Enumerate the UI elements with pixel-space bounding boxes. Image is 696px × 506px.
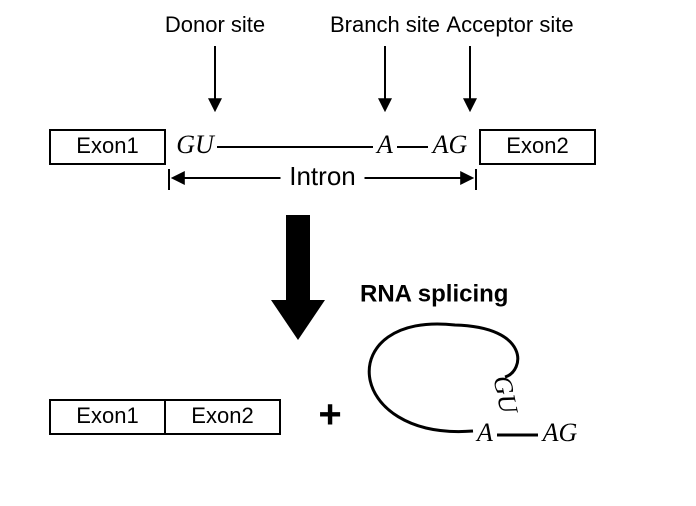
ag-top: AG — [431, 130, 468, 159]
a-top: A — [375, 130, 393, 159]
plus-sign: + — [318, 393, 341, 437]
acceptor-site-label: Acceptor site — [446, 12, 573, 37]
branch-site-label: Branch site — [330, 12, 440, 37]
post-exon2-label: Exon2 — [191, 403, 253, 428]
gu-lariat: GU — [487, 373, 524, 418]
exon2-label: Exon2 — [506, 133, 568, 158]
exon1-label: Exon1 — [76, 133, 138, 158]
process-arrow — [271, 215, 325, 340]
donor-site-label: Donor site — [165, 12, 265, 37]
intron-label: Intron — [289, 161, 356, 191]
a-lariat: A — [475, 418, 493, 447]
process-label: RNA splicing — [360, 280, 508, 307]
post-exon1-label: Exon1 — [76, 403, 138, 428]
gu-top: GU — [176, 130, 216, 159]
ag-lariat: AG — [541, 418, 578, 447]
